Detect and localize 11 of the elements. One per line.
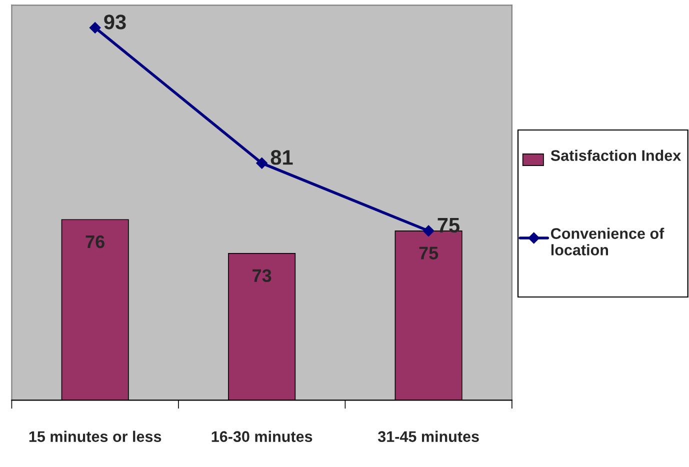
x-tick-label: 31-45 minutes <box>378 430 479 442</box>
legend-label: Convenience of location <box>551 228 664 256</box>
data-label: 81 <box>270 150 293 165</box>
x-tick-label: 15 minutes or less <box>29 430 162 442</box>
legend-label: Satisfaction Index <box>550 150 682 161</box>
x-tick-label: 16-30 minutes <box>212 430 312 442</box>
data-label: 93 <box>104 14 126 30</box>
data-label: 73 <box>252 269 272 282</box>
data-label: 76 <box>86 235 104 248</box>
data-label: 75 <box>419 246 438 260</box>
data-label: 75 <box>438 218 460 233</box>
